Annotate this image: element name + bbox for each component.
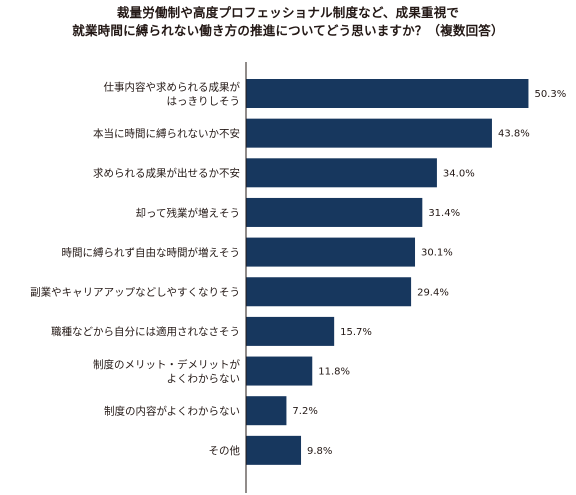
value-label-7: 15.7%: [340, 327, 372, 338]
value-label-8: 11.8%: [318, 367, 350, 378]
chart-title: 裁量労働制や高度プロフェッショナル制度など、成果重視で 就業時間に縛られない働き…: [0, 4, 576, 40]
bar-7: [246, 316, 335, 346]
bar-8: [246, 356, 313, 386]
bar-10: [246, 435, 302, 465]
bar-4: [246, 197, 423, 227]
bar-3: [246, 158, 437, 188]
category-label-6: 副業やキャリアアップなどしやすくなりそう: [30, 286, 240, 299]
chart-title-line-2: 就業時間に縛られない働き方の推進についてどう思いますか？（複数回答）: [72, 23, 504, 38]
value-label-6: 29.4%: [417, 287, 449, 298]
bar-5: [246, 237, 416, 267]
category-label-10: その他: [209, 444, 241, 457]
category-label-5: 時間に縛られず自由な時間が増えそう: [62, 246, 241, 259]
chart-title-line-1: 裁量労働制や高度プロフェッショナル制度など、成果重視で: [116, 5, 460, 20]
bar-1: [246, 79, 529, 108]
bar-6: [246, 277, 412, 307]
category-label-1-line-1: 仕事内容や求められる成果が: [104, 80, 241, 93]
category-label-8-line-1: 制度のメリット・デメリットが: [93, 358, 240, 371]
value-label-3: 34.0%: [443, 168, 475, 179]
category-label-7: 職種などから自分には適用されなさそう: [51, 325, 240, 338]
bar-2: [246, 118, 492, 148]
category-label-9: 制度の内容がよくわからない: [104, 405, 240, 418]
category-label-8-line-2: よくわからない: [167, 373, 241, 385]
category-label-3: 求められる成果が出せるか不安: [93, 167, 240, 180]
bar-9: [246, 396, 287, 426]
category-label-4: 却って残業が増えそう: [136, 206, 240, 219]
category-label-2: 本当に時間に縛られないか不安: [93, 127, 240, 140]
value-label-4: 31.4%: [428, 208, 460, 219]
value-label-1: 50.3%: [534, 89, 566, 100]
category-label-1-line-2: はっきりしそう: [167, 95, 241, 107]
value-label-9: 7.2%: [292, 406, 317, 417]
value-label-10: 9.8%: [307, 446, 332, 457]
value-label-5: 30.1%: [421, 248, 453, 259]
value-label-2: 43.8%: [498, 129, 530, 140]
